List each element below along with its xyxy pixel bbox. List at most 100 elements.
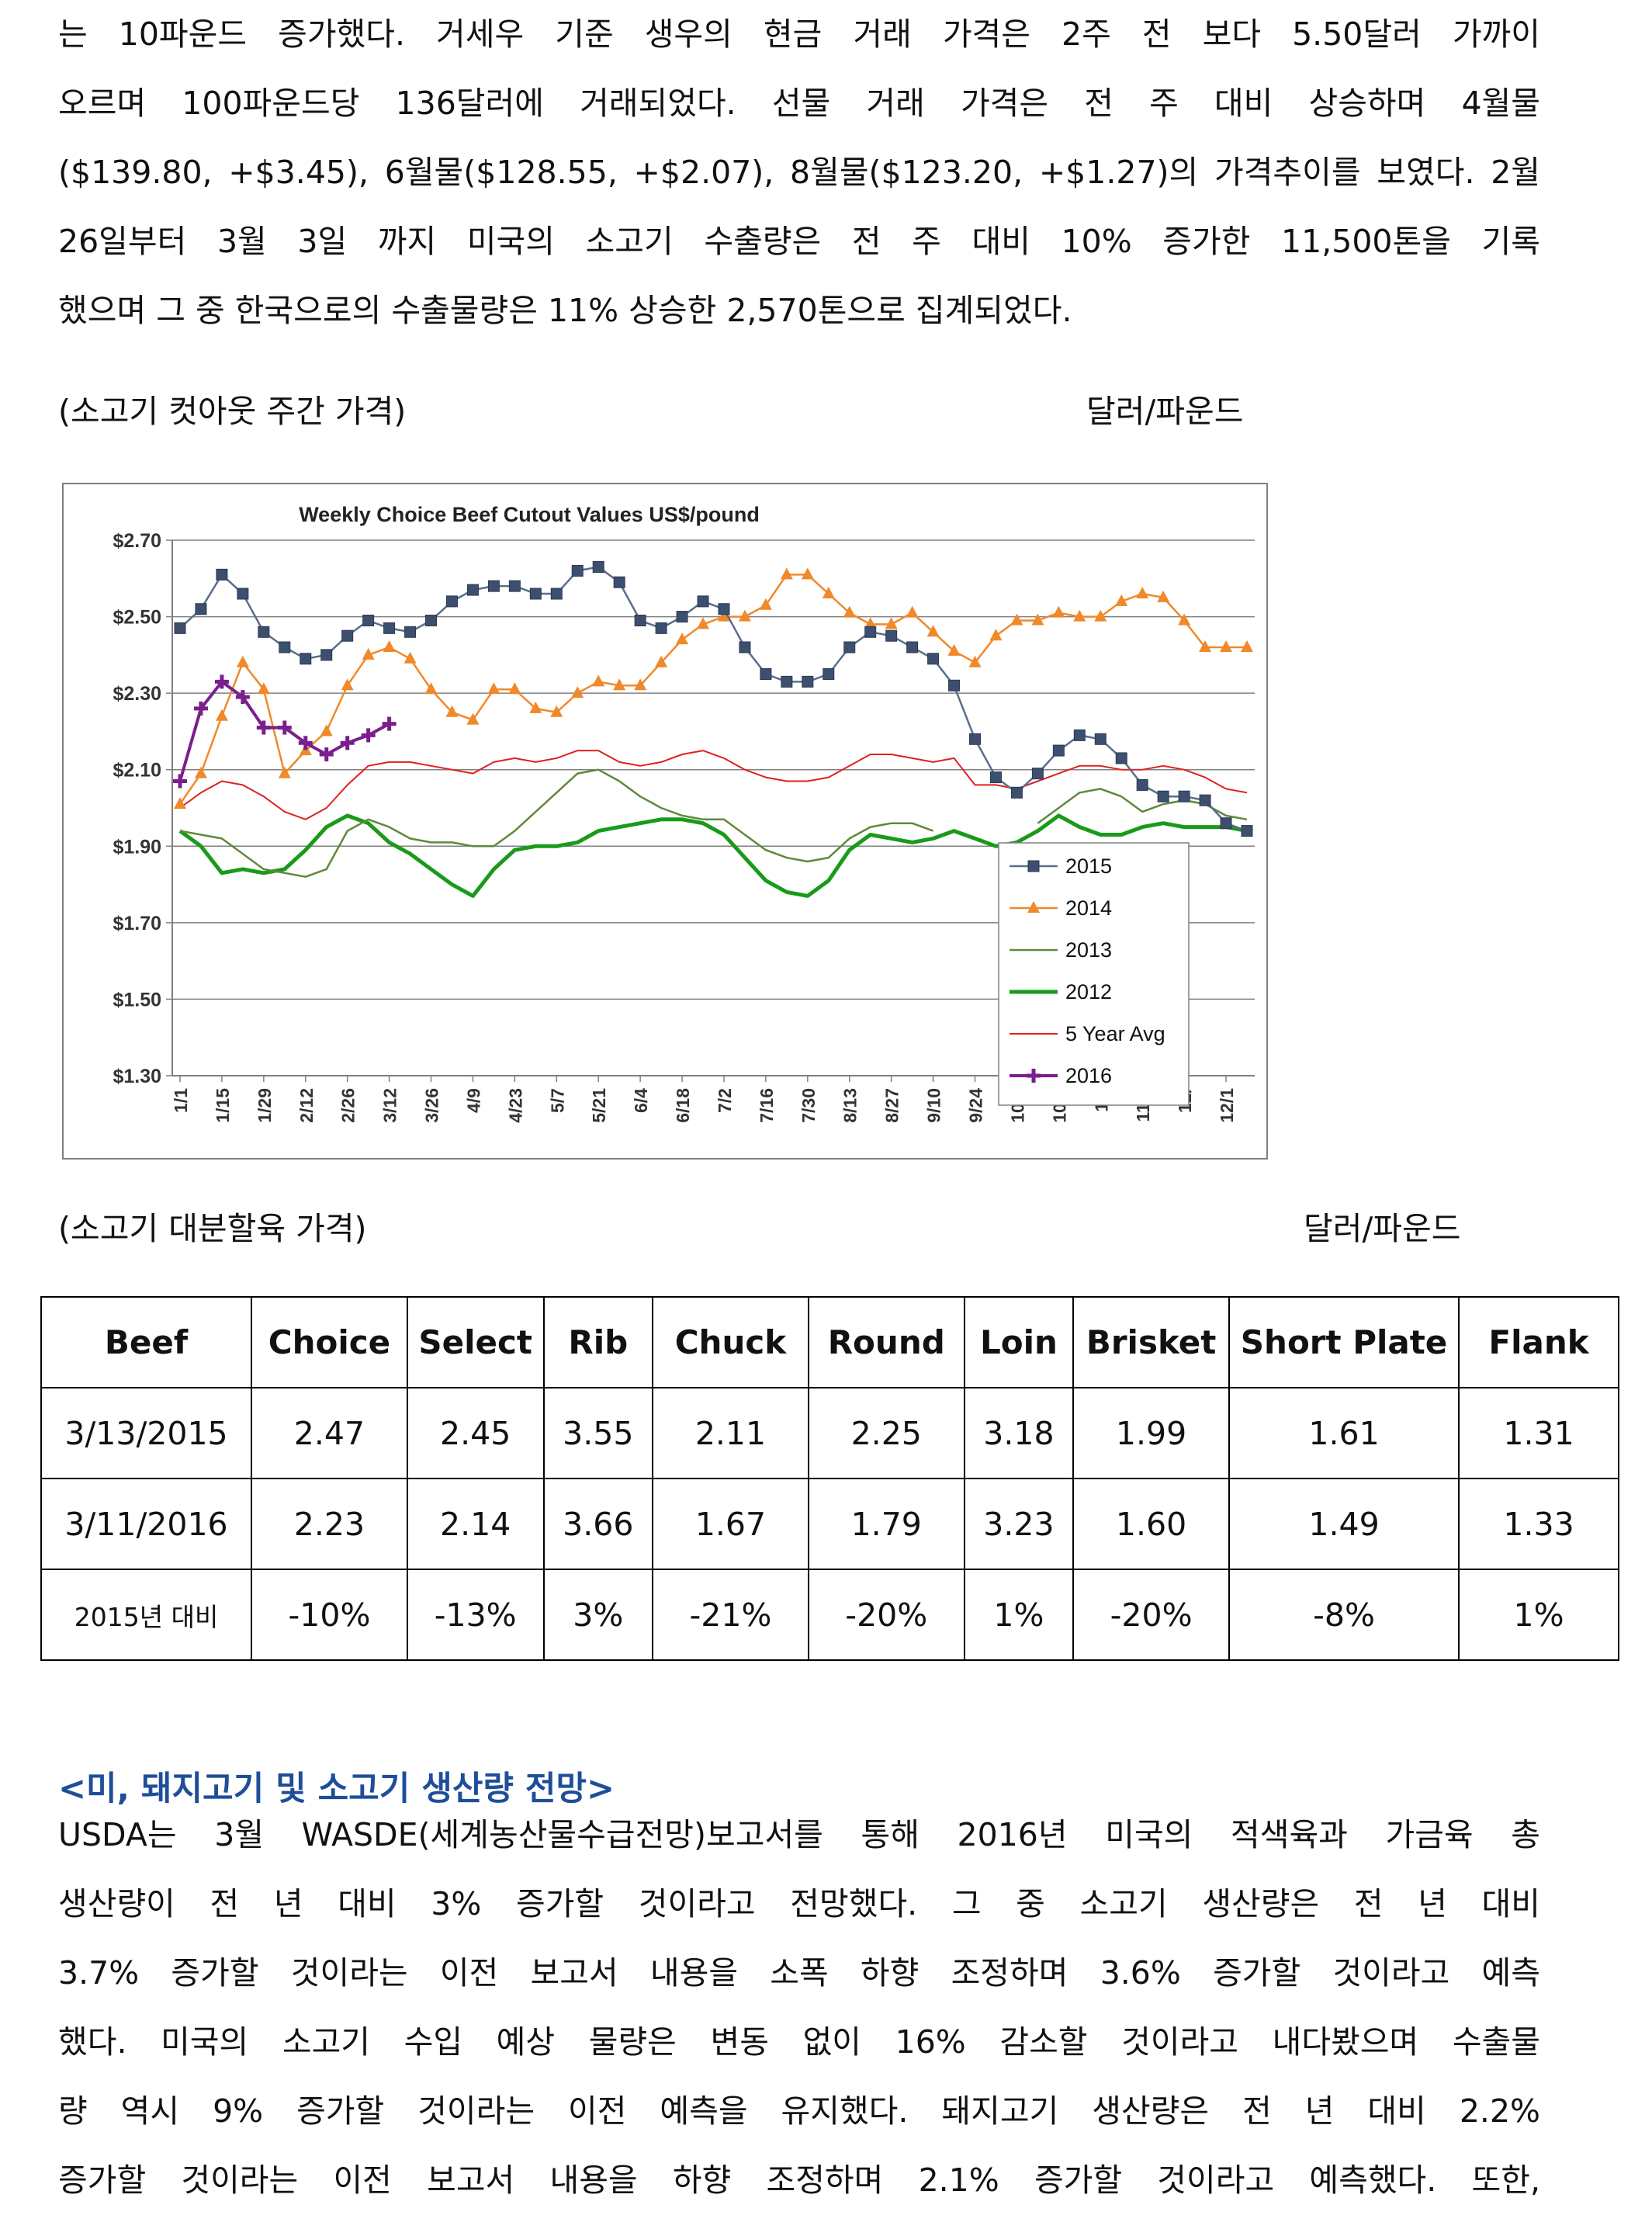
data-point xyxy=(257,682,270,695)
table-cell: 3% xyxy=(542,1569,654,1661)
legend-label: 2013 xyxy=(1065,938,1112,962)
data-point xyxy=(1031,768,1044,780)
data-point xyxy=(236,655,249,667)
data-point xyxy=(1178,790,1190,803)
data-point xyxy=(487,580,500,592)
table-cell: 1.67 xyxy=(652,1478,809,1570)
data-point xyxy=(718,603,730,615)
legend-item: 5 Year Avg xyxy=(1010,1022,1165,1045)
data-point xyxy=(1136,587,1149,598)
series-2016 xyxy=(173,674,397,789)
table-cell: -20% xyxy=(1072,1569,1230,1661)
data-point xyxy=(174,797,186,809)
series-2015 xyxy=(174,561,1253,837)
data-point xyxy=(802,675,814,688)
grid xyxy=(171,539,1255,1076)
legend-item: 2015 xyxy=(1010,855,1112,878)
data-point xyxy=(279,641,291,653)
table-row: 3/13/2015 2.47 2.45 3.55 2.11 2.25 3.18 … xyxy=(40,1387,1619,1479)
table-row: 2015년 대비 -10% -13% 3% -21% -20% 1% -20% … xyxy=(40,1569,1619,1661)
data-point xyxy=(1052,605,1065,618)
data-point xyxy=(237,588,249,600)
body-line: 생산량이 전 년 대비 3% 증가할 것이라고 전망했다. 그 중 소고기 생산… xyxy=(58,1885,1540,1922)
data-point xyxy=(926,625,940,637)
table-cell: 2.14 xyxy=(406,1478,545,1570)
table-cell: 2.47 xyxy=(251,1387,408,1479)
series-line xyxy=(179,750,1248,820)
data-point xyxy=(1052,744,1065,757)
x-tick-label: 1/29 xyxy=(255,1088,275,1123)
data-point xyxy=(1220,817,1232,830)
data-point xyxy=(1027,860,1040,872)
data-point xyxy=(1241,640,1253,652)
data-point xyxy=(676,611,688,623)
y-tick-label: $2.30 xyxy=(113,683,161,705)
data-point xyxy=(717,609,730,622)
data-point xyxy=(801,567,814,580)
data-point xyxy=(382,716,397,731)
data-point xyxy=(550,588,563,600)
series-5-year-avg xyxy=(179,750,1248,820)
data-point xyxy=(278,766,291,778)
y-tick-label: $1.70 xyxy=(113,913,161,934)
data-point xyxy=(655,655,668,667)
table-cell: 2.23 xyxy=(251,1478,408,1570)
table-cell: 3.18 xyxy=(963,1387,1075,1479)
data-point xyxy=(277,720,292,735)
data-point xyxy=(885,617,898,629)
table-cell: 1.49 xyxy=(1228,1478,1460,1570)
table-cell: 2.45 xyxy=(406,1387,545,1479)
data-point xyxy=(613,678,626,691)
series-line xyxy=(179,566,1248,832)
table-cell: -21% xyxy=(652,1569,809,1661)
table-row: 3/11/2016 2.23 2.14 3.66 1.67 1.79 3.23 … xyxy=(40,1478,1619,1570)
table-cell: -20% xyxy=(807,1569,965,1661)
data-point xyxy=(341,678,354,691)
table-cell: 1% xyxy=(1458,1569,1619,1661)
body-paragraph: USDA는 3월 WASDE(세계농산물수급전망)보고서를 통해 2016년 미… xyxy=(58,1801,1540,2215)
data-point xyxy=(738,609,751,622)
x-tick-label: 2/26 xyxy=(338,1088,358,1123)
table-cell: 3.23 xyxy=(963,1478,1075,1570)
data-point xyxy=(256,720,271,735)
y-tick-label: $1.90 xyxy=(113,836,161,858)
x-tick-label: 5/21 xyxy=(589,1088,609,1123)
table-cell: 1.60 xyxy=(1072,1478,1230,1570)
data-point xyxy=(529,701,542,713)
data-point xyxy=(487,682,500,695)
data-point xyxy=(780,567,793,580)
data-point xyxy=(1073,729,1086,741)
header-flank: Flank xyxy=(1458,1296,1619,1388)
legend-item: 2014 xyxy=(1010,896,1112,920)
x-tick-label: 9/24 xyxy=(966,1088,986,1123)
x-tick-label: 2/12 xyxy=(296,1088,317,1123)
table-cell: -10% xyxy=(251,1569,408,1661)
data-point xyxy=(739,641,751,653)
data-point xyxy=(1157,590,1170,602)
header-beef: Beef xyxy=(40,1296,253,1388)
data-point xyxy=(383,640,396,652)
data-point xyxy=(885,629,898,642)
data-point xyxy=(906,605,919,618)
intro-paragraph: 는 10파운드 증가했다. 거세우 기준 생우의 현금 거래 가격은 2주 전 … xyxy=(58,0,1540,345)
data-point xyxy=(404,626,417,638)
legend-label: 5 Year Avg xyxy=(1065,1022,1165,1045)
primal-cut-price-table: Beef Choice Select Rib Chuck Round Loin … xyxy=(40,1296,1619,1661)
series-layer xyxy=(173,561,1253,898)
y-tick-label: $1.30 xyxy=(113,1066,161,1087)
data-point xyxy=(550,705,563,717)
x-tick-label: 5/7 xyxy=(547,1088,567,1113)
data-point xyxy=(823,668,835,680)
data-point xyxy=(215,709,228,721)
data-point xyxy=(193,701,208,716)
data-point xyxy=(216,568,228,581)
data-point xyxy=(1027,901,1040,913)
x-tick-label: 4/23 xyxy=(505,1088,525,1123)
table-cell: 3.55 xyxy=(542,1387,654,1479)
data-point xyxy=(319,747,334,761)
legend-label: 2012 xyxy=(1065,980,1112,1004)
series-2014 xyxy=(174,567,1253,809)
data-point xyxy=(822,587,835,598)
data-point xyxy=(1031,613,1044,626)
data-point xyxy=(634,615,646,626)
